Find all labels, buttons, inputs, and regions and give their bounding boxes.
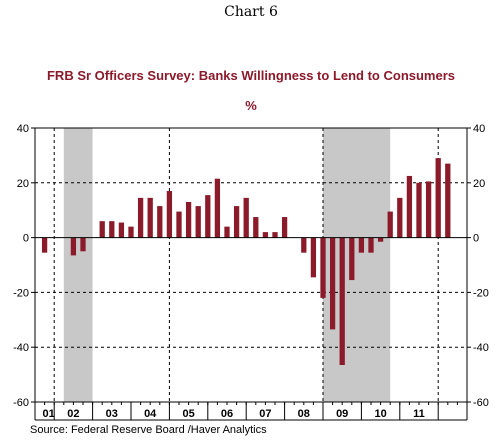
bar-33 [349, 237, 355, 281]
bar-4 [70, 237, 77, 256]
bar-26 [281, 217, 288, 238]
gridlines [35, 128, 467, 402]
bar-29 [310, 237, 317, 278]
source-note: Source: Federal Reserve Board /Haver Ana… [30, 424, 267, 436]
y-tick-label-left: -20 [13, 287, 29, 299]
year-label-06: 06 [221, 408, 233, 420]
bar-15 [176, 211, 182, 238]
bar-13 [157, 206, 163, 238]
chart-title: FRB Sr Officers Survey: Banks Willingnes… [46, 68, 456, 83]
bar-36 [377, 237, 384, 242]
bar-8 [109, 221, 115, 238]
bar-12 [147, 197, 153, 238]
year-label-04: 04 [144, 408, 157, 420]
recession-shading [63, 128, 391, 402]
bar-10 [128, 226, 134, 238]
year-label-02: 02 [67, 408, 79, 420]
y-tick-label-left: 20 [17, 178, 29, 190]
bar-5 [80, 237, 86, 252]
year-label-07: 07 [259, 408, 271, 420]
y-tick-label-right: -60 [473, 397, 489, 409]
y-tick-label-right: -40 [473, 342, 489, 354]
year-label-08: 08 [298, 408, 310, 420]
bar-22 [243, 197, 249, 238]
axes [31, 127, 471, 421]
bars [41, 158, 451, 366]
bar-23 [253, 217, 259, 238]
y-tick-label-right: 40 [473, 123, 485, 135]
bar-39 [406, 175, 413, 238]
year-label-11: 11 [413, 408, 425, 420]
plot-frame [34, 127, 468, 403]
y-tick-label-right: 20 [473, 178, 485, 190]
bar-42 [435, 158, 441, 238]
bar-34 [358, 237, 365, 253]
chart-number: Chart 6 [224, 4, 278, 20]
bar-38 [397, 197, 403, 238]
bar-16 [185, 201, 192, 238]
bar-17 [195, 206, 201, 238]
year-label-01: 01 [42, 408, 54, 420]
y-tick-label-right: 0 [473, 233, 479, 245]
bar-25 [272, 232, 278, 238]
bar-41 [425, 181, 432, 238]
bar-24 [262, 232, 269, 238]
recession-band-1 [63, 128, 93, 402]
bar-43 [445, 163, 451, 238]
year-label-03: 03 [106, 408, 118, 420]
y-tick-label-right: -20 [473, 287, 489, 299]
year-label-10: 10 [374, 408, 386, 420]
bar-1 [41, 237, 48, 253]
bar-35 [368, 237, 374, 253]
bar-14 [166, 191, 173, 238]
bar-9 [118, 222, 125, 238]
chart-unit: % [245, 98, 257, 113]
bar-32 [339, 237, 345, 366]
bar-11 [137, 197, 144, 238]
bar-7 [99, 221, 105, 238]
bar-40 [416, 182, 422, 238]
bar-20 [224, 226, 230, 238]
y-tick-label-left: 40 [17, 123, 29, 135]
bar-18 [205, 195, 211, 238]
bar-28 [301, 237, 307, 253]
year-label-05: 05 [182, 408, 194, 420]
bar-31 [329, 237, 336, 330]
bar-19 [214, 178, 221, 238]
y-tick-label-left: 0 [23, 233, 29, 245]
y-tick-label-left: -40 [13, 342, 29, 354]
axis-labels: 40 40 20 20 0 0 -20 -20 -40 -40 -60 -60 01 02 03 04 05 06… [13, 123, 489, 420]
bar-21 [233, 206, 240, 238]
y-tick-label-left: -60 [13, 397, 29, 409]
bar-30 [320, 237, 326, 298]
bar-37 [387, 211, 393, 238]
year-label-09: 09 [336, 408, 348, 420]
